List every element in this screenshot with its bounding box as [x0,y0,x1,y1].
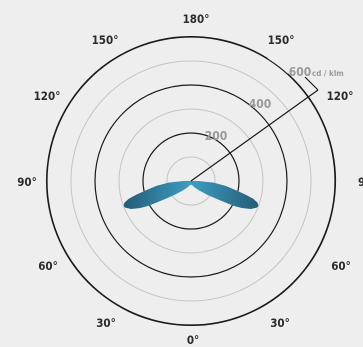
angle-label-left-120: 120° [34,89,61,103]
minor-ring-500 [70,60,312,302]
ring-labels: 200 400 600 cd / klm [205,65,344,143]
angle-labels: 180° 150° 150° 120° 120° 90° 90 60° 60° 30° 30° 0° [17,12,363,347]
ring-400 [94,84,288,278]
angle-label-bottom-0: 0° [187,333,199,347]
angle-label-top-180: 180° [183,12,210,26]
angle-label-right-30: 30° [270,316,290,330]
angle-label-right-150: 150° [268,33,295,47]
angle-label-left-90: 90° [17,175,37,189]
series-0-right-lobe [191,180,259,209]
minor-ring-100 [166,156,216,206]
angle-label-right-90: 90 [358,175,363,189]
ring-label-600: 600 [289,65,312,79]
series-0-left-lobe [123,180,191,209]
radial-pointer [190,76,319,182]
outer-boundary [45,36,336,326]
minor-ring-300 [118,108,264,254]
polar-grid [45,36,336,326]
series-layer [123,180,259,209]
ring-label-400: 400 [249,97,272,111]
radial-unit-label: cd / klm [312,69,344,78]
pointer-tick [304,76,319,91]
pointer-line [190,89,319,182]
angle-label-right-60: 60° [331,259,351,273]
ring-200 [142,132,240,230]
angle-label-left-60: 60° [38,259,58,273]
angle-label-left-30: 30° [96,316,116,330]
angle-label-left-150: 150° [92,33,119,47]
angle-label-right-120: 120° [327,89,354,103]
ring-label-200: 200 [205,129,228,143]
